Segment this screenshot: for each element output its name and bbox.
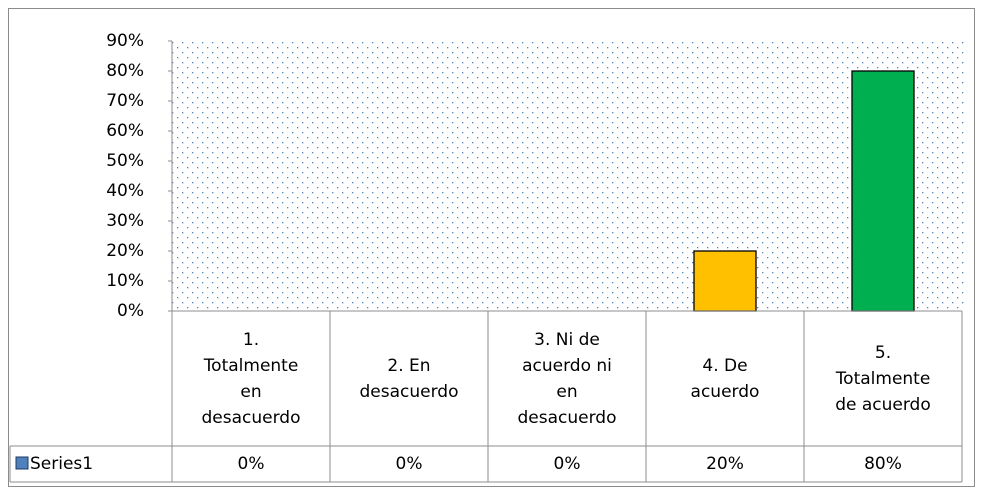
plot-area	[172, 41, 966, 311]
y-tick-label: 80%	[106, 61, 144, 81]
legend-key	[15, 456, 29, 470]
value-cell-text: 0%	[553, 454, 581, 474]
y-tick-label: 20%	[106, 241, 144, 261]
value-cell: 0%	[488, 446, 646, 482]
category-cell: 4. De acuerdo	[646, 311, 804, 446]
category-cell: 2. En desacuerdo	[330, 311, 488, 446]
legend-label: Series1	[30, 446, 93, 482]
category-cell: 5. Totalmente de acuerdo	[804, 311, 962, 446]
y-tick-label: 70%	[106, 91, 144, 111]
value-cell-text: 20%	[706, 454, 744, 474]
y-tick-label: 60%	[106, 121, 144, 141]
y-tick-label: 40%	[106, 181, 144, 201]
value-cell: 20%	[646, 446, 804, 482]
category-cell-text: 1. Totalmente en desacuerdo	[201, 329, 301, 428]
y-tick-label: 0%	[117, 301, 144, 321]
bar	[693, 250, 757, 312]
category-cell-text: 3. Ni de acuerdo ni en desacuerdo	[517, 329, 617, 428]
category-cell: 3. Ni de acuerdo ni en desacuerdo	[488, 311, 646, 446]
bar	[851, 70, 915, 312]
value-cell-text: 0%	[237, 454, 265, 474]
value-cell: 0%	[330, 446, 488, 482]
value-cell-text: 0%	[395, 454, 423, 474]
value-cell: 0%	[172, 446, 330, 482]
category-cell-text: 4. De acuerdo	[690, 355, 760, 402]
y-tick-label: 30%	[106, 211, 144, 231]
value-cell: 80%	[804, 446, 962, 482]
legend-label-text: Series1	[30, 454, 94, 474]
value-cell-text: 80%	[864, 454, 902, 474]
y-tick-label: 90%	[106, 31, 144, 51]
y-tick-label: 10%	[106, 271, 144, 291]
category-cell: 1. Totalmente en desacuerdo	[172, 311, 330, 446]
category-cell-text: 2. En desacuerdo	[359, 355, 459, 402]
category-cell-text: 5. Totalmente de acuerdo	[835, 342, 931, 415]
y-tick-label: 50%	[106, 151, 144, 171]
